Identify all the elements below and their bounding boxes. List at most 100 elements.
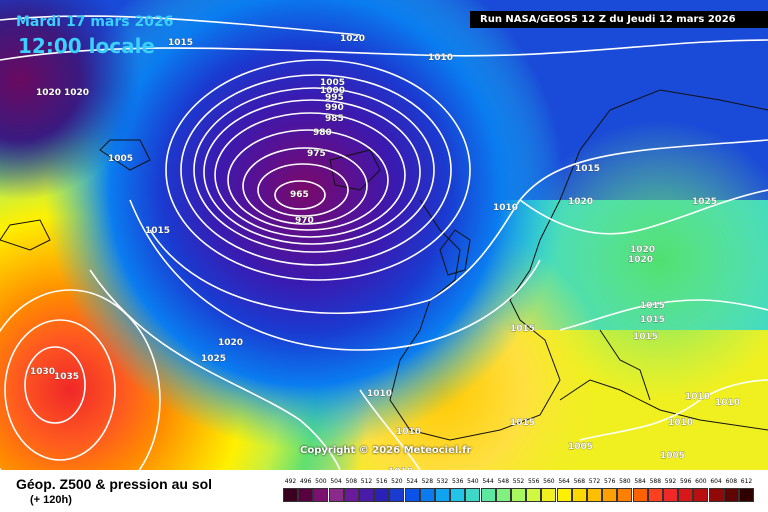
- scale-tick: 500: [315, 478, 327, 485]
- chart-title: Géop. Z500 & pression au sol: [16, 476, 213, 492]
- scale-swatch: [739, 488, 754, 502]
- label-1020-atlantic: 1020: [218, 338, 243, 348]
- label-975: 975: [307, 149, 326, 159]
- forecast-time: 12:00 locale: [18, 34, 155, 58]
- scale-swatch: [419, 488, 435, 502]
- isobar-1035: [24, 346, 86, 424]
- scale-tick: 584: [634, 478, 646, 485]
- scale-tick: 512: [360, 478, 373, 485]
- forecast-date: Mardi 17 mars 2026: [16, 14, 174, 30]
- scale-swatch: [587, 488, 602, 502]
- label-1010-east2: 1010: [685, 392, 710, 402]
- scale-tick: 524: [406, 478, 418, 485]
- label-1020-germany: 1020: [568, 197, 593, 207]
- scale-swatch: [571, 488, 587, 502]
- scale-swatch: [298, 488, 314, 502]
- label-985: 985: [325, 114, 344, 124]
- color-scale: 492 496 500 504 508 512 516 520 524 528 532 536 540 5…: [283, 478, 754, 508]
- scale-tick: 540: [467, 478, 479, 485]
- scale-swatch: [343, 488, 359, 502]
- scale-swatch: [359, 488, 374, 502]
- isobar-1020-north: [0, 15, 361, 36]
- scale-swatch: [435, 488, 450, 502]
- scale-tick: 492: [284, 478, 297, 485]
- scale-swatch: [404, 488, 420, 502]
- greenland-field: [0, 0, 768, 470]
- scale-swatch: [663, 488, 678, 502]
- label-1005-west: 1005: [108, 154, 133, 164]
- isobar-labels: 965 970 975 980 985 990 995 1000 1005 10…: [30, 34, 740, 470]
- isobar-995: [193, 87, 435, 253]
- scale-tick: 564: [558, 478, 570, 485]
- scale-swatch: [465, 488, 481, 502]
- label-1020-greenland2: 1020: [64, 88, 89, 98]
- label-1005: 1005: [320, 78, 345, 88]
- isobar-985: [214, 112, 406, 238]
- label-1025-east: 1025: [692, 197, 717, 207]
- scale-tick: 504: [330, 478, 342, 485]
- scale-swatch: [693, 488, 709, 502]
- scale-swatch: [617, 488, 633, 502]
- label-1010-atlantic: 1010: [367, 389, 392, 399]
- scale-swatch: [511, 488, 526, 502]
- scale-tick: 596: [679, 478, 692, 485]
- scale-swatch: [374, 488, 390, 502]
- isobar-1015: [129, 199, 541, 351]
- scale-tick: 536: [451, 478, 464, 485]
- label-1015-west: 1015: [145, 226, 170, 236]
- weather-map: 965 970 975 980 985 990 995 1000 1005 10…: [0, 0, 768, 470]
- label-1015-biscay: 1015: [510, 324, 535, 334]
- scale-swatch: [495, 488, 511, 502]
- label-1010-west-europe: 1010: [493, 203, 518, 213]
- legend-footer: Géop. Z500 & pression au sol (+ 120h) 49…: [0, 470, 768, 512]
- scale-swatch: [389, 488, 405, 502]
- label-1030: 1030: [30, 367, 55, 377]
- label-1020-poland2: 1020: [628, 255, 653, 265]
- scale-tick: 508: [345, 478, 358, 485]
- scale-tick: 588: [649, 478, 662, 485]
- isobar-990: [203, 99, 421, 245]
- label-1010-bottom: 1010: [388, 467, 413, 470]
- scale-swatch: [313, 488, 329, 502]
- scale-tick: 532: [436, 478, 449, 485]
- label-1025: 1025: [201, 354, 226, 364]
- isobar-1010-north: [0, 39, 768, 61]
- run-info: Run NASA/GEOS5 12 Z du Jeudi 12 mars 202…: [470, 11, 768, 28]
- copyright: Copyright © 2026 Meteociel.fr: [300, 445, 472, 456]
- isobar-1020-europe: [519, 189, 768, 235]
- scale-swatch: [632, 488, 648, 502]
- label-1005-east: 1005: [660, 451, 685, 461]
- label-1010-south: 1010: [396, 427, 421, 437]
- scale-tick: 604: [710, 478, 722, 485]
- isobar-1010-east: [579, 379, 768, 441]
- scale-swatch: [678, 488, 694, 502]
- label-970: 970: [295, 216, 314, 226]
- isobar-980: [227, 129, 389, 231]
- scale-tick: 608: [725, 478, 738, 485]
- scale-swatch: [526, 488, 542, 502]
- scale-tick: 572: [588, 478, 601, 485]
- scale-swatch: [450, 488, 466, 502]
- isobar-1015-europe: [559, 299, 768, 331]
- isobar-975: [242, 147, 368, 225]
- label-995: 995: [325, 93, 344, 103]
- label-1015-med: 1015: [510, 418, 535, 428]
- isobar-1030: [4, 319, 116, 461]
- scale-tick: 600: [695, 478, 707, 485]
- scale-tick: 568: [573, 478, 586, 485]
- label-1015-balkans3: 1015: [633, 332, 658, 342]
- scale-tick: 576: [603, 478, 616, 485]
- scale-swatch: [647, 488, 663, 502]
- scale-tick: 496: [299, 478, 312, 485]
- isobar-1005: [165, 59, 471, 281]
- label-1005-med: 1005: [568, 442, 593, 452]
- isobar-lines: [0, 15, 768, 470]
- label-1015-balkans: 1015: [640, 301, 665, 311]
- label-1000: 1000: [320, 86, 345, 96]
- scale-tick: 544: [482, 478, 494, 485]
- label-1020-north: 1020: [340, 34, 365, 44]
- scale-swatch: [723, 488, 739, 502]
- label-1010-east: 1010: [668, 418, 693, 428]
- map-canvas: 965 970 975 980 985 990 995 1000 1005 10…: [0, 0, 768, 470]
- scale-tick: 592: [664, 478, 677, 485]
